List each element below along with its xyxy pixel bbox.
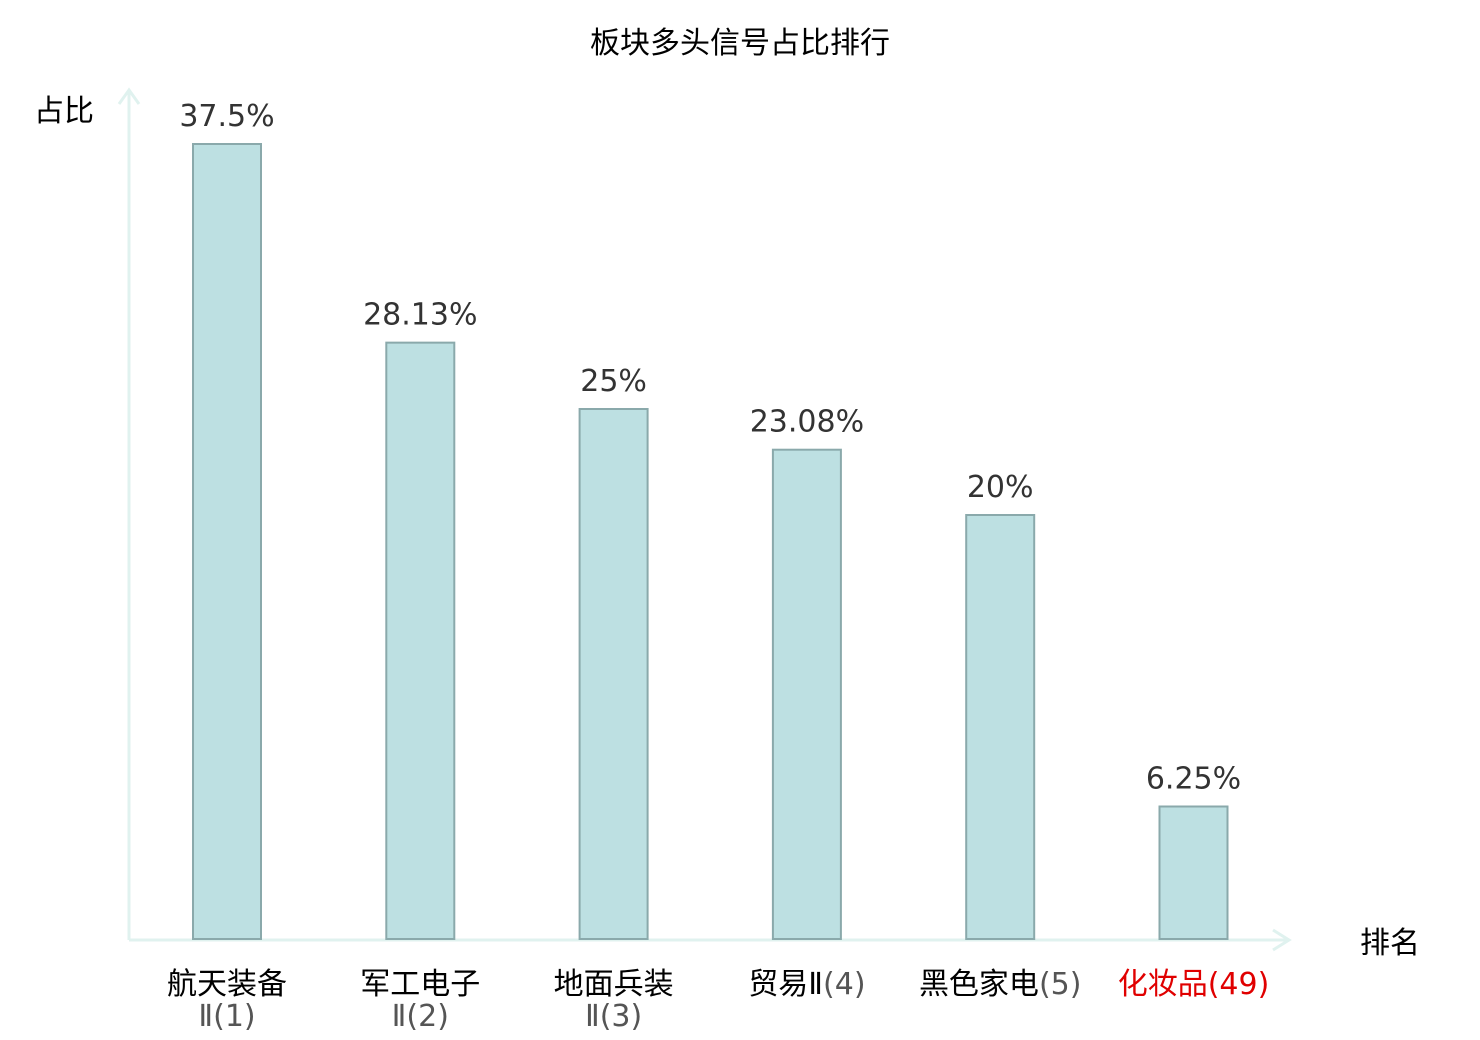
x-tick-sublabel-1: Ⅱ(1) (198, 999, 255, 1034)
bar-3 (578, 408, 649, 940)
bar-value-label-2: 28.13% (363, 298, 477, 333)
bar-labels-group: 37.5% 28.13% 25% 23.08% 20% 6.25% (179, 99, 1241, 797)
category-rank: (2) (406, 999, 449, 1034)
category-name: 黑色家电 (919, 967, 1039, 1002)
category-rank: (1) (213, 999, 256, 1034)
bar-value-label-6: 6.25% (1146, 762, 1241, 797)
chart-title: 板块多头信号占比排行 (590, 26, 890, 61)
category-name-suffix: Ⅱ (585, 999, 600, 1034)
category-rank: (3) (600, 999, 643, 1034)
x-tick-sublabel-2: Ⅱ(2) (392, 999, 449, 1034)
bar-value-label-4: 23.08% (750, 405, 864, 440)
category-name: 地面兵装 (554, 967, 674, 1002)
x-tick-sublabel-3: Ⅱ(3) (585, 999, 642, 1034)
x-tick-label-6: 化妆品(49) (1118, 967, 1270, 1002)
bars-group (192, 143, 1229, 941)
x-tick-label-1: 航天装备 (167, 967, 287, 1002)
x-axis (129, 928, 1292, 952)
category-rank: (4) (823, 967, 866, 1002)
bar-1 (192, 143, 262, 940)
category-rank: (5) (1039, 967, 1082, 1002)
y-axis (117, 87, 141, 940)
category-name: 军工电子 (360, 967, 480, 1002)
y-axis-label: 占比 (34, 94, 94, 129)
x-tick-label-4: 贸易Ⅱ(4) (748, 967, 865, 1002)
category-rank: (49) (1208, 967, 1270, 1002)
bar-4 (771, 448, 842, 940)
x-axis-label: 排名 (1360, 926, 1420, 961)
bar-value-label-3: 25% (580, 364, 647, 399)
x-tick-label-2: 军工电子 (360, 967, 480, 1002)
bar-value-label-1: 37.5% (179, 99, 274, 134)
bar-6 (1158, 805, 1229, 940)
bar-value-label-5: 20% (967, 470, 1034, 505)
bar-2 (385, 341, 456, 941)
category-name: 贸易Ⅱ (748, 967, 823, 1002)
x-tick-label-5: 黑色家电(5) (919, 967, 1081, 1002)
category-name: 航天装备 (167, 967, 287, 1002)
x-tick-label-3: 地面兵装 (554, 967, 674, 1002)
category-name-suffix: Ⅱ (392, 999, 407, 1034)
category-name-suffix: Ⅱ (198, 999, 213, 1034)
bar-5 (965, 514, 1036, 940)
category-name: 化妆品 (1118, 967, 1208, 1002)
